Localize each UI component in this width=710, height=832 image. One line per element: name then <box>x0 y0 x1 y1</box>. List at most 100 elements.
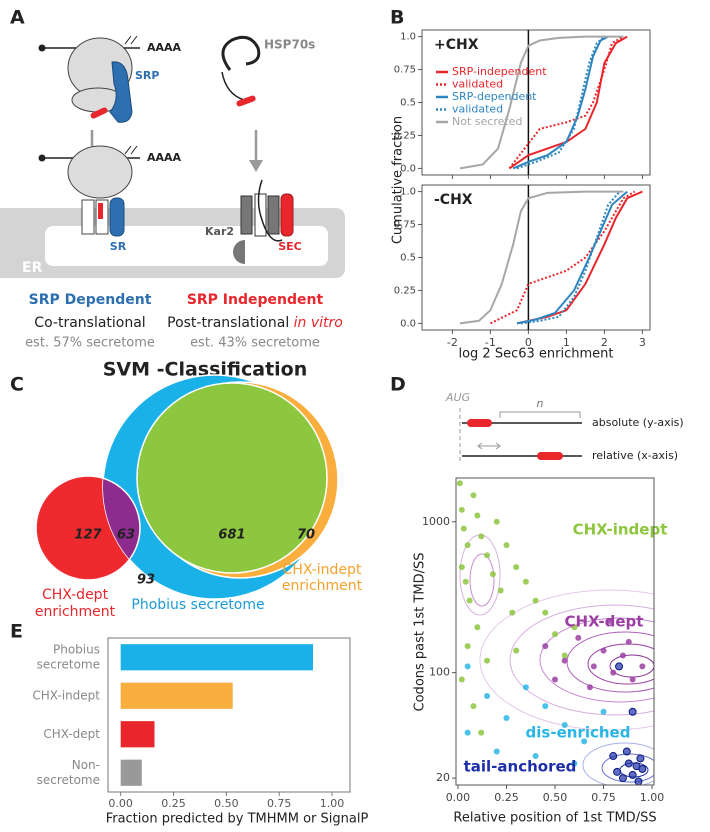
scatter-point <box>552 676 558 683</box>
scatter-point <box>464 663 471 670</box>
scatter-point <box>619 652 626 659</box>
y-tick-label: 0.25 <box>394 130 416 141</box>
y-tick-label: 1.0 <box>400 187 416 198</box>
scatter-point <box>609 752 618 761</box>
scatter-point <box>456 480 463 487</box>
scatter-point <box>509 609 516 616</box>
mrna-break <box>124 35 138 45</box>
scatter-point <box>634 777 643 786</box>
x-axis-label: log 2 Sec63 enrichment <box>458 347 613 362</box>
x-tick-label: 0.25 <box>494 791 519 804</box>
cluster-label: CHX-indept <box>573 521 668 539</box>
signal-peptide <box>236 95 256 107</box>
cluster-label: tail-anchored <box>464 758 577 776</box>
sr-label: SR <box>110 240 127 253</box>
scatter-point <box>628 770 637 779</box>
y-axis-label: Cumulative fraction <box>391 116 406 244</box>
panel-a: ER AAAA SRP SR AAAA HSP70s <box>0 35 345 351</box>
panel-d-schematic: AUG n absolute (y-axis) relative (x-axis… <box>445 391 684 464</box>
strip-label: -CHX <box>434 192 473 208</box>
scatter-point <box>586 684 593 691</box>
y-tick-label: 100 <box>429 666 450 679</box>
er-label: ER <box>22 260 43 276</box>
scatter-point <box>639 663 646 670</box>
scatter-point <box>474 512 481 519</box>
cap <box>38 154 46 162</box>
caption-emphasis: in vitro <box>294 315 343 331</box>
x-tick-label: 1.00 <box>320 797 345 810</box>
poly-a: AAAA <box>147 41 182 54</box>
scatter-point <box>470 492 477 499</box>
x-tick-label: 1 <box>563 336 570 349</box>
scatter-point <box>625 638 632 645</box>
scatter-point <box>581 738 588 745</box>
y-tick-label: 20 <box>436 771 450 784</box>
hsp70 <box>221 35 261 71</box>
caption-estimate: est. 43% secretome <box>190 336 320 351</box>
scatter-point <box>600 708 607 715</box>
caption-mode-text: Post-translational <box>167 315 294 331</box>
scatter-point <box>522 684 529 691</box>
scatter-point <box>478 729 485 736</box>
tmd <box>467 419 492 427</box>
scatter-point <box>464 729 471 736</box>
signal-peptide <box>98 203 103 219</box>
y-tick-label: secretome <box>37 657 100 671</box>
legend-label: SRP-dependent <box>452 90 537 103</box>
venn-count: 70 <box>297 528 315 543</box>
scatter-point <box>466 597 473 604</box>
panel-label: A <box>10 7 25 29</box>
venn-label: CHX-dept <box>42 587 109 603</box>
venn-count: 93 <box>137 573 155 588</box>
contour <box>539 617 654 703</box>
scatter-point <box>497 587 504 594</box>
scatter-point <box>478 533 485 540</box>
arrow-head <box>249 160 263 172</box>
y-tick-label: 1.0 <box>400 32 416 43</box>
y-tick-label: Phobius <box>53 642 100 656</box>
strip-label: +CHX <box>434 37 479 53</box>
scatter-point <box>590 663 597 670</box>
poly-a: AAAA <box>147 151 182 164</box>
plot-frame <box>421 184 651 331</box>
srp-label: SRP <box>135 69 159 82</box>
caption-mode: Post-translational in vitro <box>167 315 343 331</box>
kar2 <box>233 240 245 264</box>
y-tick-label: 0.0 <box>400 318 416 329</box>
scatter-point <box>464 643 471 650</box>
scatter-point <box>638 764 647 773</box>
sec-label: SEC <box>278 240 302 253</box>
scatter-point <box>458 506 465 513</box>
y-tick-label: CHX-indept <box>32 688 100 702</box>
y-tick-label: 0.5 <box>400 98 416 109</box>
legend-label: Not secreted <box>452 115 522 128</box>
x-tick-label: -2 <box>447 336 458 349</box>
panel-label: B <box>390 7 404 29</box>
scatter-point <box>474 624 481 631</box>
cdf-line <box>512 35 609 170</box>
caption-title: SRP Independent <box>187 292 324 308</box>
scatter-point <box>484 552 491 559</box>
signal-peptide <box>90 107 108 119</box>
venn-title: SVM -Classification <box>103 359 308 381</box>
cdf-line <box>459 35 624 170</box>
venn-label: Phobius secretome <box>131 597 264 613</box>
tmd <box>537 452 563 460</box>
x-tick-label: 0.75 <box>267 797 292 810</box>
bar <box>120 682 233 709</box>
hsp70-label: HSP70s <box>264 38 315 52</box>
contour <box>469 553 495 607</box>
venn-count: 127 <box>74 528 102 543</box>
scatter-point <box>542 643 549 650</box>
venn-count: 63 <box>117 528 135 543</box>
contour <box>509 604 654 716</box>
x-axis-label: Relative position of 1st TMD/SS <box>453 811 656 826</box>
scatter-point <box>460 525 467 532</box>
panel-label: C <box>10 374 24 396</box>
caption-estimate: est. 57% secretome <box>25 336 155 351</box>
cdf-line <box>508 35 624 170</box>
caption-mode: Co-translational <box>34 315 145 331</box>
sec-subunit <box>280 193 294 237</box>
venn-count: 681 <box>218 528 245 543</box>
